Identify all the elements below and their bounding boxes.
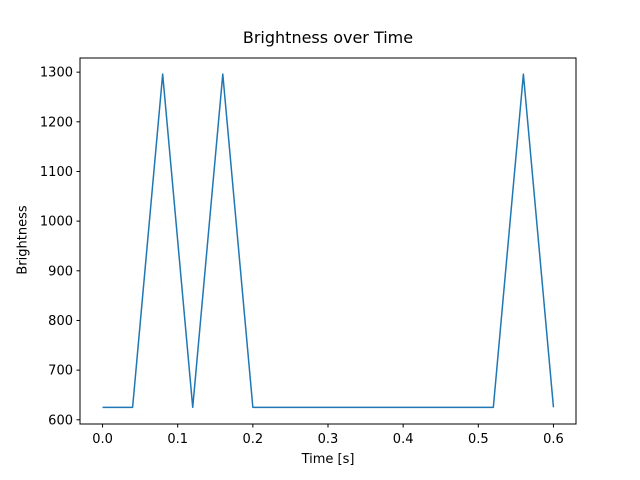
y-tick-label: 1000	[40, 215, 73, 230]
y-tick-label: 600	[48, 413, 73, 428]
x-tick-label: 0.6	[543, 432, 564, 447]
y-tick-label: 1300	[40, 66, 73, 81]
chart-title: Brightness over Time	[242, 28, 414, 47]
y-tick-label: 1100	[40, 165, 73, 180]
x-tick-label: 0.1	[167, 432, 188, 447]
x-axis-label: Time [s]	[301, 452, 355, 467]
x-tick-label: 0.5	[468, 432, 489, 447]
x-tick-label: 0.0	[92, 432, 113, 447]
x-tick-label: 0.3	[318, 432, 339, 447]
plot-area-border	[79, 57, 577, 425]
x-tick-label: 0.2	[243, 432, 264, 447]
y-tick-label: 800	[48, 314, 73, 329]
brightness-line-series	[102, 73, 555, 409]
y-tick-label: 700	[48, 364, 73, 379]
y-tick-label: 1200	[40, 115, 73, 130]
y-tick-label: 900	[48, 264, 73, 279]
x-tick-label: 0.4	[393, 432, 414, 447]
